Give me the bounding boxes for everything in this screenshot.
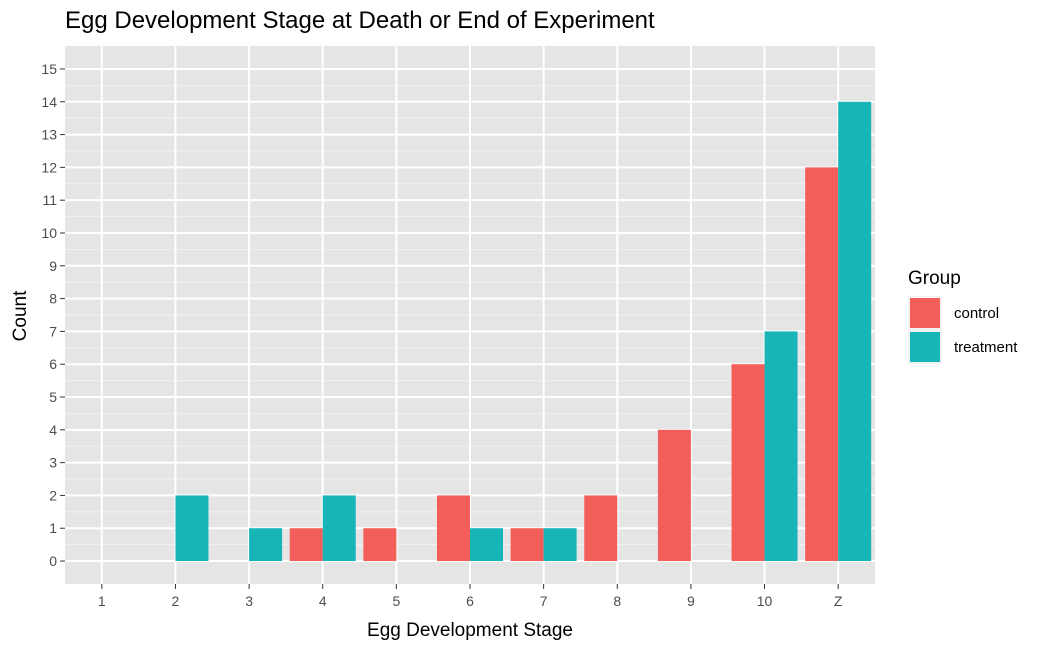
y-tick-label: 7 [49,323,57,339]
x-tick-label: 2 [172,593,180,609]
bar-control-4 [289,528,323,562]
legend: Group control treatment [908,268,1018,364]
y-tick-label: 0 [49,553,57,569]
x-tick-label: 7 [540,593,548,609]
x-tick-label: 10 [757,593,773,609]
y-tick-label: 15 [41,61,57,77]
x-tick-label: Z [834,593,843,609]
bar-treatment-7 [543,528,577,562]
y-tick-label: 10 [41,225,57,241]
y-tick-label: 8 [49,291,57,307]
y-tick-label: 14 [41,94,57,110]
y-tick-label: 5 [49,389,57,405]
x-tick-label: 6 [466,593,474,609]
bar-treatment-4 [322,495,356,562]
y-tick-label: 3 [49,455,57,471]
x-tick-label: 9 [687,593,695,609]
bar-treatment-2 [175,495,209,562]
y-tick-label: 1 [49,520,57,536]
bar-treatment-6 [470,528,503,562]
bar-control-10 [731,364,765,562]
y-tick-label: 13 [41,127,57,143]
x-tick-label: 8 [613,593,621,609]
bars [175,101,872,562]
bar-control-5 [363,528,397,562]
y-tick-label: 4 [49,422,57,438]
x-tick-label: 4 [319,593,327,609]
bar-control-8 [584,495,618,562]
y-tick-label: 9 [49,258,57,274]
legend-items: control treatment [908,296,1018,364]
bar-treatment-10 [764,331,798,562]
chart-title: Egg Development Stage at Death or End of… [65,7,655,34]
legend-title: Group [908,268,961,289]
bar-treatment-Z [838,101,872,562]
bar-control-7 [510,528,544,562]
y-tick-label: 6 [49,356,57,372]
y-tick-label: 12 [41,159,57,175]
y-tick-label: 2 [49,487,57,503]
legend-label-treatment: treatment [954,339,1018,356]
x-tick-label: 1 [98,593,106,609]
legend-swatch-treatment [910,332,940,362]
x-axis-title: Egg Development Stage [367,620,573,641]
bar-control-9 [657,429,691,562]
y-axis-title: Count [10,290,31,341]
x-tick-label: 3 [245,593,253,609]
x-axis: 1 2 3 4 5 6 7 8 9 10 Z [98,584,843,609]
bar-control-6 [437,495,470,562]
bar-control-Z [805,167,839,562]
bar-treatment-3 [249,528,283,562]
legend-label-control: control [954,305,999,322]
x-tick-label: 5 [392,593,400,609]
legend-swatch-control [910,298,940,328]
y-tick-label: 11 [42,192,57,208]
